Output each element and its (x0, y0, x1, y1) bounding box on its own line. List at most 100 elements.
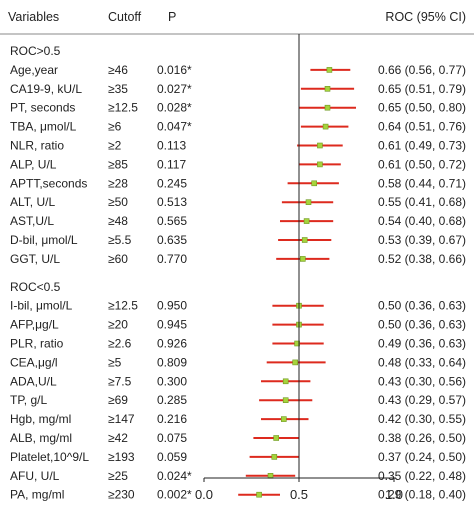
row-cutoff: ≥46 (108, 63, 128, 77)
row-variable: I-bil, μmol/L (10, 299, 73, 313)
row-cutoff: ≥28 (108, 176, 128, 190)
row-variable: D-bil, μmol/L (10, 233, 78, 247)
row-cutoff: ≥5 (108, 355, 122, 369)
row-roc-ci: 0.38 (0.26, 0.50) (378, 431, 466, 445)
row-p-value: 0.770 (157, 252, 187, 266)
row-roc-ci: 0.43 (0.30, 0.56) (378, 374, 466, 388)
auc-point (280, 416, 287, 422)
auc-point (305, 199, 312, 205)
header-p: P (168, 10, 176, 24)
row-cutoff: ≥12.5 (108, 299, 138, 313)
row-variable: TP, g/L (10, 393, 47, 407)
row-roc-ci: 0.55 (0.41, 0.68) (378, 195, 466, 209)
header-cutoff: Cutoff (108, 10, 142, 24)
row-cutoff: ≥85 (108, 157, 128, 171)
row-cutoff: ≥230 (108, 488, 135, 502)
row-cutoff: ≥193 (108, 450, 135, 464)
row-p-value: 0.285 (157, 393, 187, 407)
row-variable: Platelet,10^9/L (10, 450, 89, 464)
row-p-value: 0.950 (157, 299, 187, 313)
row-cutoff: ≥12.5 (108, 101, 138, 115)
row-variable: ALP, U/L (10, 157, 57, 171)
row-roc-ci: 0.50 (0.36, 0.63) (378, 318, 466, 332)
row-variable: PLR, ratio (10, 337, 64, 351)
auc-point (324, 86, 331, 92)
row-roc-ci: 0.49 (0.36, 0.63) (378, 337, 466, 351)
auc-point (324, 104, 331, 111)
row-roc-ci: 0.61 (0.49, 0.73) (378, 139, 466, 153)
x-tick-label: 0.5 (290, 487, 308, 502)
auc-point (294, 340, 300, 347)
row-variable: NLR, ratio (10, 139, 64, 153)
auc-point (292, 359, 299, 366)
row-cutoff: ≥20 (108, 318, 128, 332)
auc-point (326, 67, 333, 73)
auc-point (273, 435, 280, 441)
row-p-value: 0.027* (157, 82, 192, 96)
row-p-value: 0.016* (157, 63, 192, 77)
row-variable: CEA,μg/l (10, 355, 58, 369)
row-p-value: 0.117 (157, 157, 186, 171)
row-p-value: 0.245 (157, 176, 187, 190)
row-variable: Age,year (10, 63, 58, 77)
row-roc-ci: 0.50 (0.36, 0.63) (378, 299, 466, 313)
row-cutoff: ≥35 (108, 82, 128, 96)
row-roc-ci: 0.64 (0.51, 0.76) (378, 120, 466, 134)
row-variable: ADA,U/L (10, 374, 57, 388)
header-roc: ROC (95% CI) (385, 10, 466, 24)
auc-point (322, 123, 329, 130)
row-p-value: 0.513 (157, 195, 187, 209)
row-p-value: 0.024* (157, 469, 192, 483)
auc-point (311, 180, 318, 187)
row-cutoff: ≥2.6 (108, 337, 132, 351)
row-variable: ALT, U/L (10, 195, 55, 209)
row-p-value: 0.075 (157, 431, 187, 445)
auc-point (271, 454, 278, 460)
auc-point (317, 161, 323, 168)
row-cutoff: ≥48 (108, 214, 128, 228)
row-p-value: 0.113 (157, 139, 186, 153)
row-roc-ci: 0.43 (0.29, 0.57) (378, 393, 466, 407)
auc-point (282, 397, 289, 404)
row-cutoff: ≥147 (108, 412, 135, 426)
row-roc-ci: 0.29 (0.18, 0.40) (378, 488, 466, 502)
row-roc-ci: 0.54 (0.40, 0.68) (378, 214, 466, 228)
row-variable: AST,U/L (10, 214, 54, 228)
group-label: ROC>0.5 (10, 44, 61, 58)
row-variable: ALB, mg/ml (10, 431, 72, 445)
group-label: ROC<0.5 (10, 280, 61, 294)
auc-point (299, 256, 306, 262)
auc-point (256, 491, 262, 498)
row-p-value: 0.028* (157, 101, 192, 115)
row-cutoff: ≥25 (108, 469, 128, 483)
row-variable: Hgb, mg/ml (10, 412, 71, 426)
row-cutoff: ≥60 (108, 252, 128, 266)
x-tick-label: 1.0 (385, 487, 403, 502)
row-roc-ci: 0.65 (0.50, 0.80) (378, 101, 466, 115)
header-variables: Variables (8, 10, 59, 24)
row-roc-ci: 0.37 (0.24, 0.50) (378, 450, 466, 464)
row-p-value: 0.216 (157, 412, 187, 426)
row-roc-ci: 0.48 (0.33, 0.64) (378, 355, 466, 369)
auc-point (303, 218, 310, 224)
row-cutoff: ≥69 (108, 393, 128, 407)
row-p-value: 0.059 (157, 450, 187, 464)
row-p-value: 0.565 (157, 214, 187, 228)
row-variable: APTT,seconds (10, 176, 87, 190)
row-variable: PT, seconds (10, 101, 75, 115)
forest-rows: ROC>0.5 Age,year ≥46 0.016* 0.66 (0.56, 0.77… (10, 34, 466, 502)
row-roc-ci: 0.58 (0.44, 0.71) (378, 176, 466, 190)
row-roc-ci: 0.66 (0.56, 0.77) (378, 63, 466, 77)
row-cutoff: ≥5.5 (108, 233, 132, 247)
auc-point (301, 237, 308, 243)
row-variable: AFU, U/L (10, 469, 60, 483)
auc-point (317, 142, 323, 149)
x-tick-label: 0.0 (195, 487, 213, 502)
header-row: Variables Cutoff P ROC (95% CI) (8, 10, 466, 24)
row-cutoff: ≥7.5 (108, 374, 132, 388)
row-roc-ci: 0.42 (0.30, 0.55) (378, 412, 466, 426)
row-p-value: 0.945 (157, 318, 187, 332)
row-variable: AFP,μg/L (10, 318, 59, 332)
